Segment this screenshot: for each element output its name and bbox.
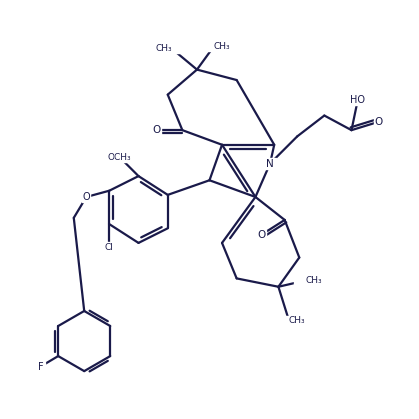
Text: O: O [375, 117, 383, 127]
Bar [103, 243, 116, 252]
Bar [105, 152, 134, 162]
Text: N: N [266, 158, 274, 168]
Text: CH₃: CH₃ [214, 42, 230, 51]
Text: CH₃: CH₃ [289, 316, 305, 325]
Text: CH₃: CH₃ [155, 44, 172, 53]
Bar [264, 158, 276, 169]
Bar [350, 95, 365, 105]
Text: OCH₃: OCH₃ [108, 153, 132, 162]
Bar [160, 44, 184, 53]
Text: Cl: Cl [105, 243, 114, 251]
Bar [202, 42, 225, 51]
Text: HO: HO [350, 95, 365, 105]
Text: F: F [38, 362, 44, 372]
Bar [257, 230, 266, 239]
Text: O: O [258, 230, 266, 240]
Text: O: O [83, 192, 90, 202]
Bar [36, 362, 45, 371]
Bar [277, 316, 300, 325]
Bar [152, 126, 161, 135]
Text: CH₃: CH₃ [305, 276, 322, 285]
Text: O: O [153, 125, 160, 135]
Bar [374, 117, 383, 127]
Bar [82, 192, 91, 202]
Bar [294, 276, 317, 285]
